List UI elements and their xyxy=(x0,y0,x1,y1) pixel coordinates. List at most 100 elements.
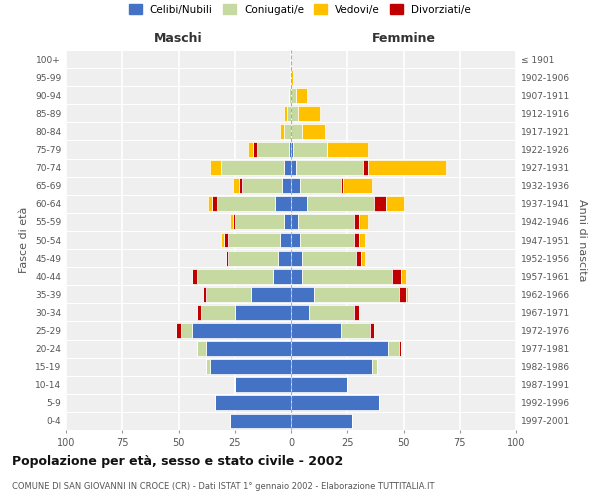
Y-axis label: Anni di nascita: Anni di nascita xyxy=(577,198,587,281)
Bar xyxy=(223,232,228,248)
Bar xyxy=(291,323,341,338)
Bar xyxy=(314,287,399,302)
Bar xyxy=(361,250,365,266)
Bar xyxy=(248,142,253,157)
Bar xyxy=(354,214,359,230)
Bar xyxy=(210,160,221,175)
Bar xyxy=(291,196,307,211)
Y-axis label: Fasce di età: Fasce di età xyxy=(19,207,29,273)
Bar xyxy=(296,160,363,175)
Bar xyxy=(197,341,205,356)
Bar xyxy=(291,378,347,392)
Bar xyxy=(367,160,446,175)
Bar xyxy=(239,178,241,193)
Bar xyxy=(284,106,287,121)
Bar xyxy=(300,232,354,248)
Bar xyxy=(257,142,289,157)
Bar xyxy=(203,287,205,302)
Bar xyxy=(226,250,228,266)
Bar xyxy=(215,396,291,410)
Bar xyxy=(228,232,280,248)
Bar xyxy=(309,305,354,320)
Bar xyxy=(302,250,356,266)
Bar xyxy=(181,323,192,338)
Bar xyxy=(280,124,284,139)
Bar xyxy=(291,88,296,102)
Bar xyxy=(233,214,235,230)
Bar xyxy=(291,106,298,121)
Bar xyxy=(217,196,275,211)
Bar xyxy=(235,214,284,230)
Bar xyxy=(205,341,291,356)
Legend: Celibi/Nubili, Coniugati/e, Vedovi/e, Divorziati/e: Celibi/Nubili, Coniugati/e, Vedovi/e, Di… xyxy=(125,0,475,19)
Bar xyxy=(291,305,309,320)
Bar xyxy=(289,142,291,157)
Text: Femmine: Femmine xyxy=(371,32,436,44)
Bar xyxy=(192,323,291,338)
Bar xyxy=(291,359,372,374)
Bar xyxy=(291,341,388,356)
Bar xyxy=(291,160,296,175)
Bar xyxy=(291,250,302,266)
Bar xyxy=(251,287,291,302)
Bar xyxy=(221,160,284,175)
Bar xyxy=(228,250,277,266)
Bar xyxy=(298,106,320,121)
Bar xyxy=(296,88,307,102)
Bar xyxy=(284,124,291,139)
Bar xyxy=(386,196,404,211)
Bar xyxy=(392,269,401,283)
Bar xyxy=(291,287,314,302)
Bar xyxy=(205,359,210,374)
Bar xyxy=(289,88,291,102)
Bar xyxy=(291,178,300,193)
Bar xyxy=(208,196,212,211)
Bar xyxy=(293,142,327,157)
Bar xyxy=(233,178,239,193)
Bar xyxy=(341,323,370,338)
Bar xyxy=(307,196,374,211)
Bar xyxy=(363,160,367,175)
Bar xyxy=(235,378,291,392)
Text: Maschi: Maschi xyxy=(154,32,203,44)
Bar xyxy=(273,269,291,283)
Bar xyxy=(291,232,300,248)
Bar xyxy=(192,269,197,283)
Bar xyxy=(388,341,399,356)
Bar xyxy=(284,214,291,230)
Bar xyxy=(197,305,201,320)
Bar xyxy=(359,232,365,248)
Bar xyxy=(359,214,367,230)
Bar xyxy=(241,178,282,193)
Bar xyxy=(302,124,325,139)
Bar xyxy=(406,287,408,302)
Bar xyxy=(300,178,341,193)
Bar xyxy=(399,287,406,302)
Bar xyxy=(201,305,235,320)
Bar xyxy=(230,414,291,428)
Bar xyxy=(291,214,298,230)
Bar xyxy=(399,341,401,356)
Bar xyxy=(284,160,291,175)
Bar xyxy=(282,178,291,193)
Bar xyxy=(302,269,392,283)
Bar xyxy=(341,178,343,193)
Bar xyxy=(205,287,251,302)
Text: Popolazione per età, sesso e stato civile - 2002: Popolazione per età, sesso e stato civil… xyxy=(12,454,343,468)
Bar xyxy=(374,196,386,211)
Bar xyxy=(291,414,352,428)
Bar xyxy=(291,124,302,139)
Bar xyxy=(291,269,302,283)
Bar xyxy=(210,359,291,374)
Bar xyxy=(253,142,257,157)
Bar xyxy=(176,323,181,338)
Bar xyxy=(275,196,291,211)
Bar xyxy=(291,70,293,84)
Bar xyxy=(277,250,291,266)
Bar xyxy=(298,214,354,230)
Bar xyxy=(356,250,361,266)
Bar xyxy=(327,142,367,157)
Bar xyxy=(401,269,406,283)
Bar xyxy=(343,178,372,193)
Bar xyxy=(280,232,291,248)
